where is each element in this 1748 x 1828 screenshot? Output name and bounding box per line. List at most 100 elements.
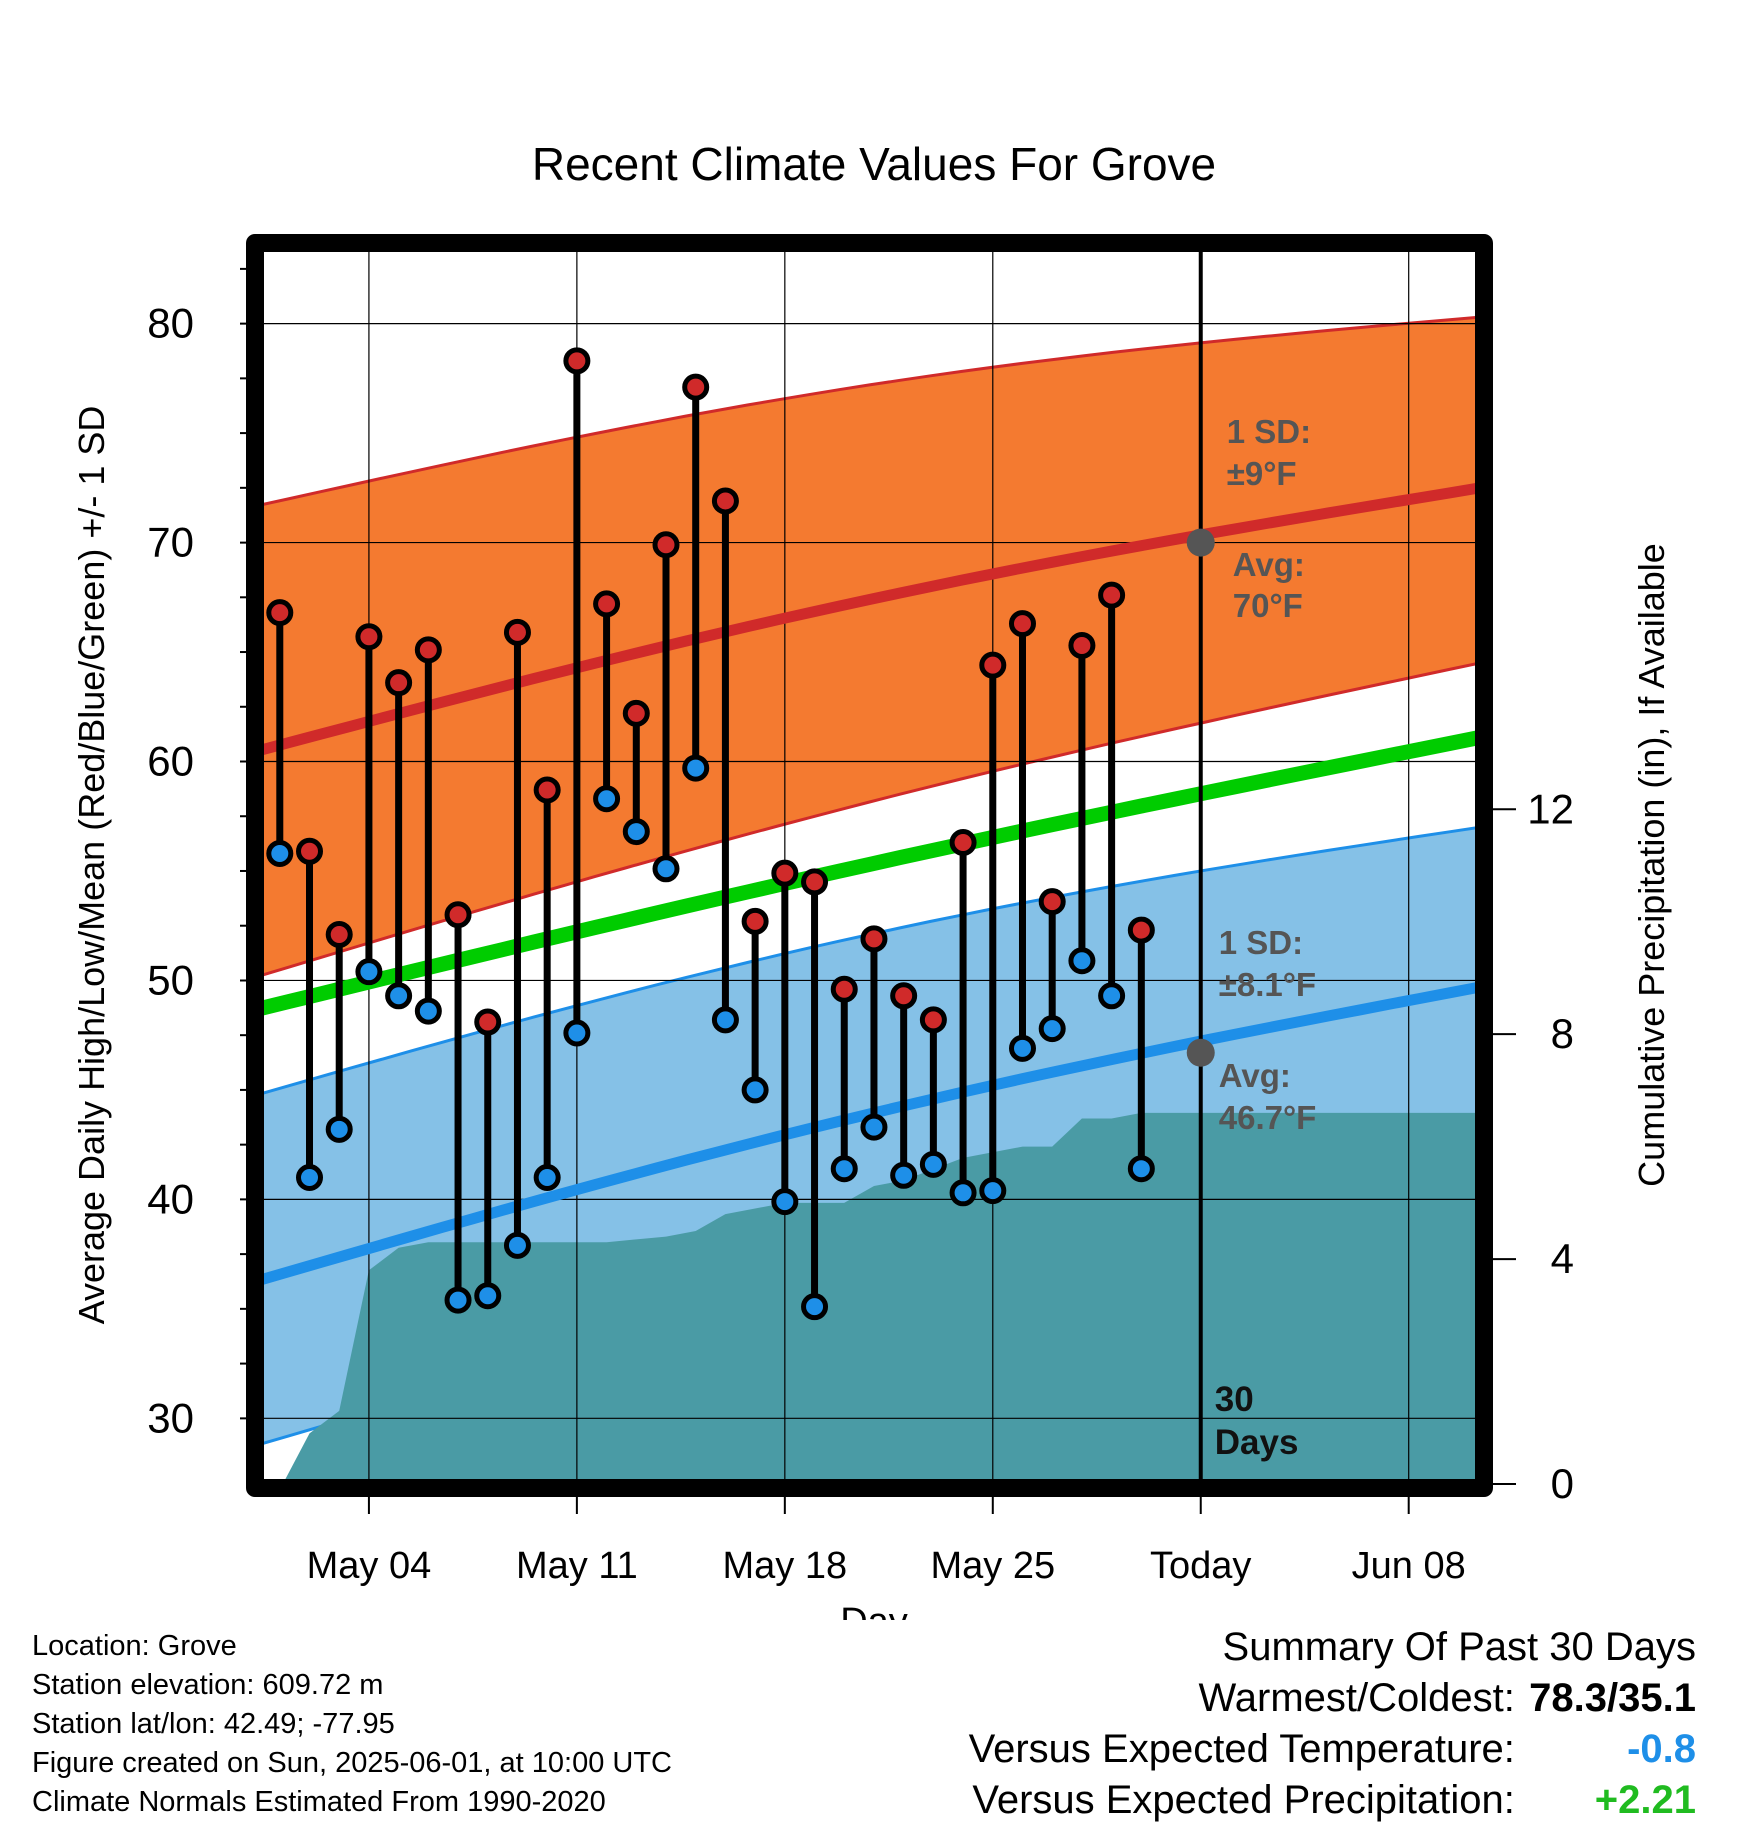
period-value: 30	[1215, 1380, 1254, 1419]
daily-low-point	[533, 1163, 561, 1191]
daily-low-point	[860, 1113, 888, 1141]
latlon-text: Station lat/lon: 42.49; -77.95	[32, 1708, 395, 1740]
daily-markers	[266, 347, 1155, 1321]
period-unit: Days	[1215, 1423, 1299, 1462]
daily-high-point	[682, 373, 710, 401]
daily-low-point	[325, 1115, 353, 1143]
daily-low-point	[949, 1179, 977, 1207]
daily-low-point	[593, 785, 621, 813]
low-avg-label: Avg:	[1219, 1057, 1291, 1094]
high-avg-label: Avg:	[1233, 546, 1305, 583]
daily-high-point	[711, 487, 739, 515]
x-tick-label: Today	[1150, 1545, 1251, 1587]
precip-label: Versus Expected Precipitation:	[972, 1778, 1515, 1822]
summary-warm-cold: Warmest/Coldest: 78.3/35.1	[969, 1673, 1697, 1724]
daily-low-point	[1098, 982, 1126, 1010]
daily-low-point	[296, 1163, 324, 1191]
climate-chart: Recent Climate Values For Grove 1 SD: ±9°F…	[71, 138, 1672, 1620]
daily-low-point	[474, 1282, 502, 1310]
daily-low-point	[266, 839, 294, 867]
daily-high-point	[890, 982, 918, 1010]
high-normal-line	[259, 482, 1480, 756]
daily-high-point	[325, 920, 353, 948]
daily-high-point	[1127, 916, 1155, 944]
summary-precip: Versus Expected Precipitation: +2.21	[969, 1775, 1696, 1826]
high-sd-upper-edge	[259, 315, 1480, 507]
daily-low-point	[652, 855, 680, 883]
daily-high-point	[444, 901, 472, 929]
daily-high-point	[919, 1006, 947, 1034]
daily-high-point	[771, 859, 799, 887]
daily-low-point	[1008, 1034, 1036, 1062]
y-tick-label: 40	[147, 1175, 194, 1222]
daily-high-point	[741, 907, 769, 935]
daily-high-point	[266, 599, 294, 627]
y2-tick-label: 0	[1551, 1460, 1574, 1507]
daily-low-point	[1127, 1155, 1155, 1183]
y-tick-label: 30	[147, 1394, 194, 1441]
precip-value: +2.21	[1594, 1778, 1696, 1822]
daily-high-point	[1068, 631, 1096, 659]
daily-high-point	[979, 651, 1007, 679]
y2-tick-label: 8	[1551, 1010, 1574, 1057]
created-text: Figure created on Sun, 2025-06-01, at 10…	[32, 1747, 672, 1779]
x-tick-label: May 04	[307, 1545, 432, 1587]
low-sd-label: 1 SD:	[1219, 924, 1303, 961]
daily-high-point	[860, 925, 888, 953]
daily-high-point	[593, 590, 621, 618]
daily-low-point	[503, 1231, 531, 1259]
daily-high-point	[296, 837, 324, 865]
daily-high-point	[355, 623, 383, 651]
daily-high-point	[622, 699, 650, 727]
y2-tick-label: 12	[1527, 785, 1574, 832]
daily-high-point	[503, 618, 531, 646]
y-axis-title: Average Daily High/Low/Mean (Red/Blue/Gr…	[71, 406, 112, 1325]
daily-high-point	[563, 347, 591, 375]
chart-title: Recent Climate Values For Grove	[532, 138, 1216, 190]
daily-high-point	[414, 636, 442, 664]
plot-area: 1 SD: ±9°F Avg: 70°F 1 SD: ±8.1°F Avg: 46.7°F 30…	[259, 247, 1480, 1484]
daily-high-point	[1038, 888, 1066, 916]
daily-high-point	[533, 776, 561, 804]
y-tick-label: 60	[147, 738, 194, 785]
y-tick-label: 80	[147, 300, 194, 347]
low-avg-value: 46.7°F	[1219, 1099, 1317, 1136]
precip-area	[282, 1112, 1480, 1484]
daily-low-point	[890, 1161, 918, 1189]
high-sd-band	[259, 317, 1480, 977]
daily-low-point	[801, 1293, 829, 1321]
x-tick-label: May 18	[723, 1545, 848, 1587]
y2-tick-label: 4	[1551, 1235, 1574, 1282]
daily-low-point	[771, 1188, 799, 1216]
daily-low-point	[622, 818, 650, 846]
daily-low-point	[682, 754, 710, 782]
x-tick-label: Jun 08	[1352, 1545, 1466, 1587]
y-tick-label: 50	[147, 956, 194, 1003]
today-high-avg-marker	[1186, 528, 1215, 557]
daily-low-point	[355, 958, 383, 986]
x-tick-label: May 11	[516, 1545, 638, 1587]
daily-high-point	[830, 975, 858, 1003]
daily-low-point	[979, 1177, 1007, 1205]
daily-low-point	[563, 1019, 591, 1047]
daily-high-point	[1008, 610, 1036, 638]
normals-text: Climate Normals Estimated From 1990-2020	[32, 1786, 606, 1818]
temp-label: Versus Expected Temperature:	[968, 1727, 1515, 1771]
station-info: Location: Grove Station elevation: 609.7…	[32, 1627, 672, 1822]
x-axis-title: Day	[840, 1601, 908, 1620]
daily-high-point	[1098, 581, 1126, 609]
daily-low-point	[830, 1155, 858, 1183]
summary-panel: Summary Of Past 30 Days Warmest/Coldest:…	[969, 1622, 1696, 1826]
location-text: Location: Grove	[32, 1630, 237, 1662]
daily-high-point	[801, 868, 829, 896]
low-normal-line	[259, 981, 1480, 1286]
y2-axis-title: Cumulative Precipitation (in), If Availa…	[1631, 543, 1672, 1187]
daily-low-point	[385, 982, 413, 1010]
daily-low-point	[414, 997, 442, 1025]
warm-cold-label: Warmest/Coldest:	[1198, 1676, 1515, 1720]
daily-high-point	[652, 531, 680, 559]
daily-low-point	[919, 1150, 947, 1178]
high-sd-label: 1 SD:	[1227, 413, 1311, 450]
high-sd-value: ±9°F	[1227, 455, 1297, 492]
daily-low-point	[1038, 1015, 1066, 1043]
